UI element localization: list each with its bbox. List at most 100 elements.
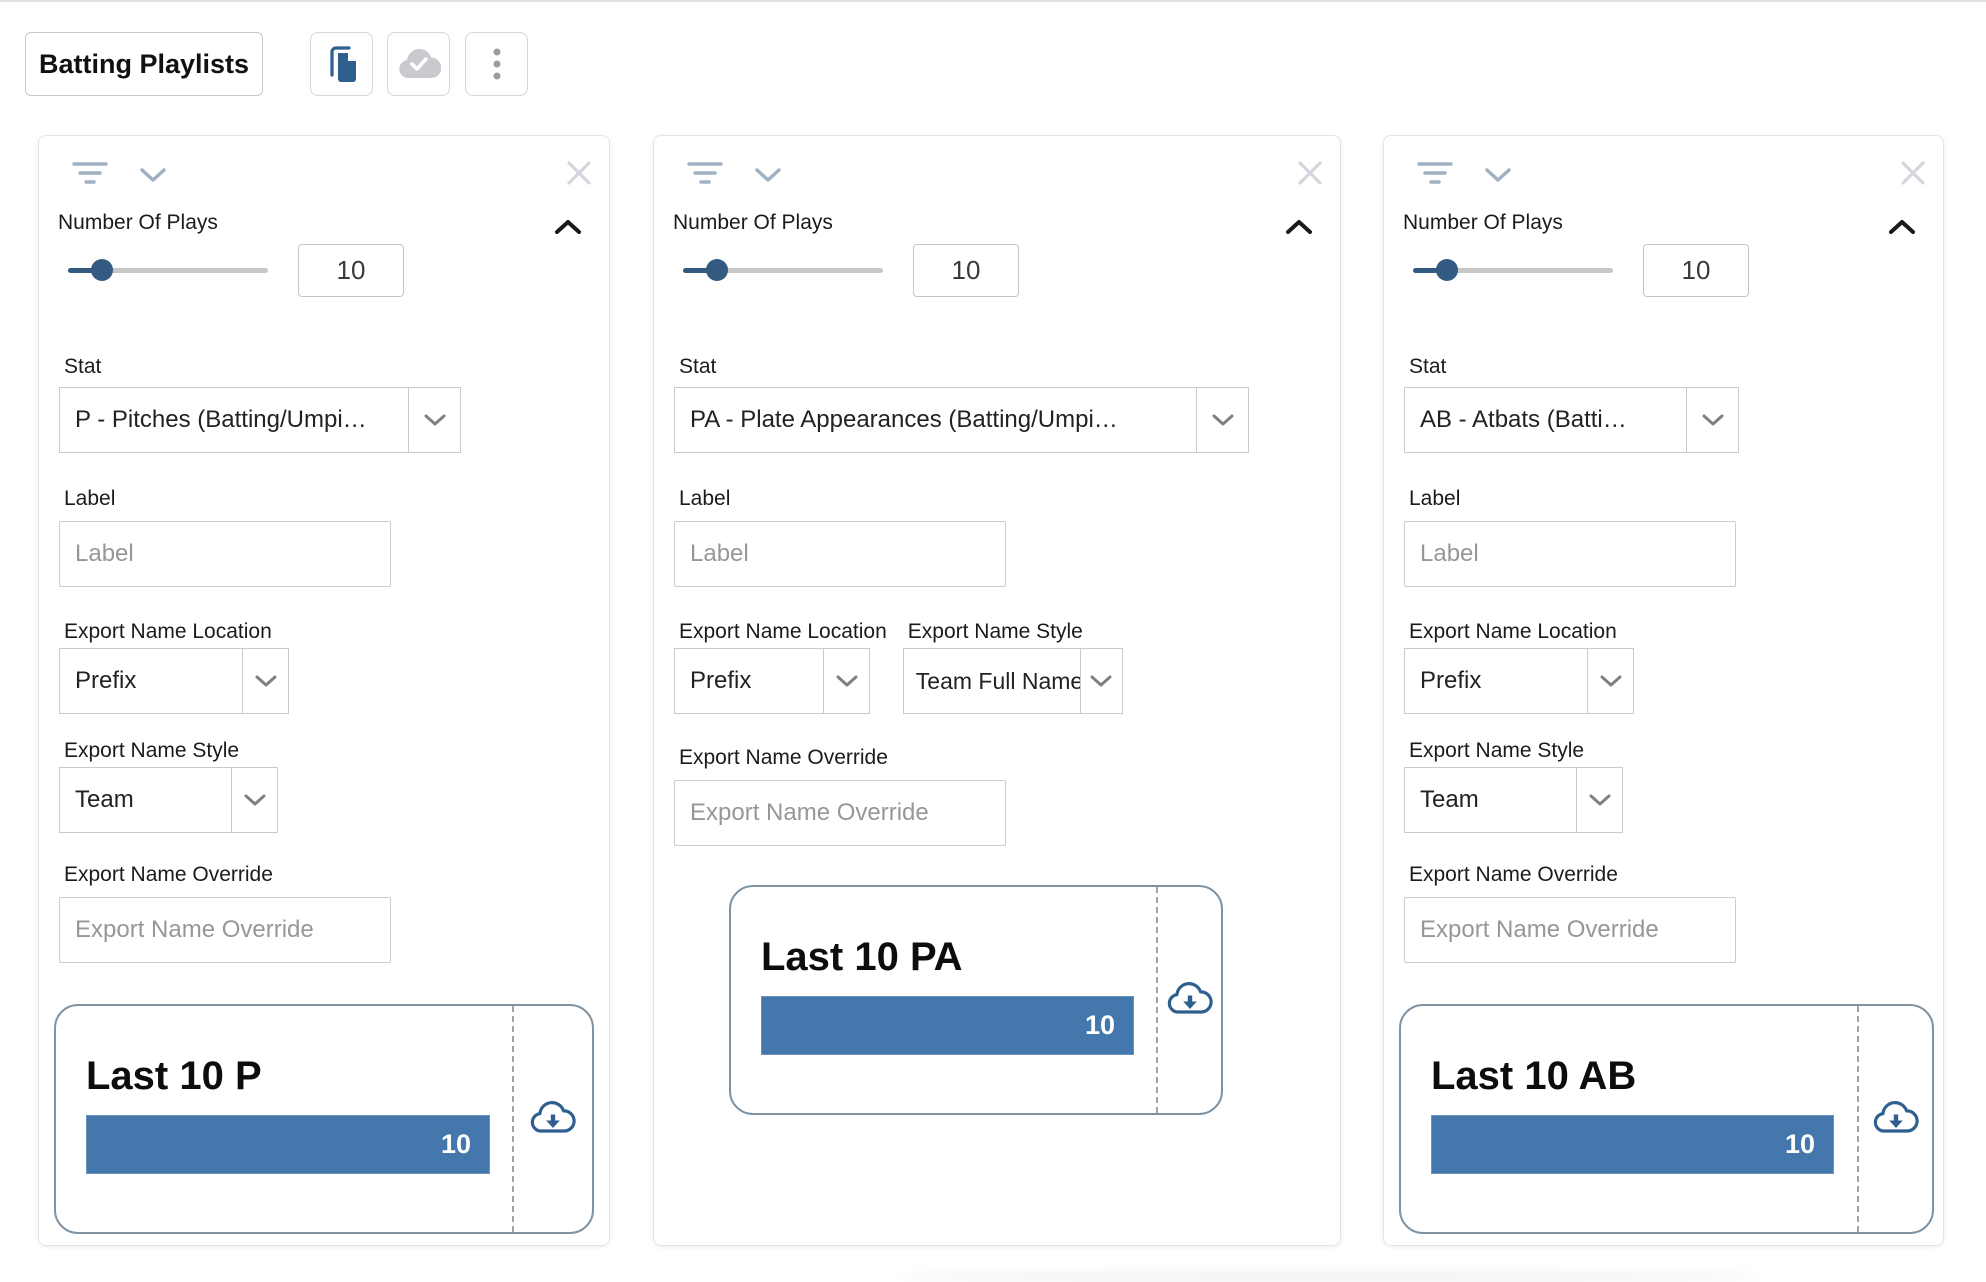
stat-select-chevron[interactable] — [1196, 388, 1248, 452]
preview-title: Last 10 AB — [1431, 1054, 1637, 1098]
export-name-style-value: Team — [1420, 786, 1479, 813]
stat-value: P - Pitches (Batting/Umpi… — [75, 406, 367, 433]
export-name-style-label: Export Name Style — [1409, 739, 1585, 762]
export-name-override-label: Export Name Override — [679, 746, 888, 769]
export-name-override-input[interactable] — [674, 780, 1006, 846]
card-3-header — [1384, 136, 1943, 187]
export-name-style-chevron[interactable] — [1576, 768, 1622, 832]
stat-select[interactable]: PA - Plate Appearances (Batting/Umpi… — [674, 387, 1249, 453]
export-name-location-value: Prefix — [1420, 667, 1482, 694]
preview-bar-value: 10 — [1084, 1010, 1115, 1040]
export-name-style-chevron[interactable] — [231, 768, 277, 832]
export-name-override-label: Export Name Override — [1409, 863, 1618, 886]
export-name-location-select[interactable]: Prefix — [674, 648, 870, 714]
playlist-preview: Last 10 PA 10 — [729, 885, 1223, 1115]
playlist-title: Batting Playlists — [38, 48, 250, 79]
export-name-location-label: Export Name Location — [1409, 620, 1617, 643]
label-input[interactable] — [1404, 521, 1736, 587]
slider-thumb[interactable] — [1436, 259, 1458, 281]
slider-thumb[interactable] — [706, 259, 728, 281]
more-options-button[interactable] — [465, 32, 528, 96]
export-name-style-value: Team — [75, 786, 134, 813]
preview-title: Last 10 P — [86, 1054, 262, 1098]
copy-icon — [324, 44, 360, 84]
filter-icon[interactable] — [72, 160, 108, 186]
stat-select-chevron[interactable] — [408, 388, 460, 452]
preview-bar-value: 10 — [440, 1129, 471, 1159]
preview-download-area[interactable] — [1156, 887, 1221, 1113]
chevron-down-icon[interactable] — [1485, 167, 1511, 183]
export-name-style-select[interactable]: Team — [1404, 767, 1623, 833]
export-name-style-chevron[interactable] — [1079, 649, 1122, 713]
number-of-plays-slider[interactable] — [1413, 259, 1613, 281]
stat-select[interactable]: AB - Atbats (Batti… — [1404, 387, 1739, 453]
label-label: Label — [1409, 487, 1461, 510]
number-of-plays-label: Number Of Plays — [58, 211, 218, 234]
export-name-override-input[interactable] — [1404, 897, 1736, 963]
number-of-plays-input[interactable]: 10 — [298, 244, 404, 297]
cloud-download-icon — [1166, 981, 1214, 1019]
number-of-plays-slider[interactable] — [68, 259, 268, 281]
export-name-override-input[interactable] — [59, 897, 391, 963]
preview-bar-value: 10 — [1784, 1129, 1815, 1159]
playlist-preview: Last 10 AB 10 — [1399, 1004, 1934, 1234]
export-name-style-label: Export Name Style — [907, 620, 1083, 643]
number-of-plays-slider[interactable] — [683, 259, 883, 281]
export-name-location-label: Export Name Location — [679, 620, 887, 643]
preview-download-area[interactable] — [1857, 1006, 1932, 1232]
below-fold-shadow — [900, 1272, 1760, 1282]
playlist-card-2: Number Of Plays 10 Stat PA - Plate Appea… — [653, 135, 1341, 1246]
label-input[interactable] — [674, 521, 1006, 587]
stat-select[interactable]: P - Pitches (Batting/Umpi… — [59, 387, 461, 453]
slider-thumb[interactable] — [91, 259, 113, 281]
preview-bar: 10 — [86, 1115, 490, 1174]
stat-value: AB - Atbats (Batti… — [1420, 406, 1627, 433]
preview-title: Last 10 PA — [761, 935, 963, 979]
toolbar: Batting Playlists — [25, 32, 528, 96]
chevron-up-icon[interactable] — [1889, 219, 1915, 235]
window-top-edge — [0, 0, 1986, 2]
playlist-preview: Last 10 P 10 — [54, 1004, 594, 1234]
export-name-location-select[interactable]: Prefix — [1404, 648, 1634, 714]
export-name-location-chevron[interactable] — [823, 649, 869, 713]
export-name-style-select[interactable]: Team — [59, 767, 278, 833]
stat-label: Stat — [679, 355, 717, 378]
filter-icon[interactable] — [687, 160, 723, 186]
export-name-override-label: Export Name Override — [64, 863, 273, 886]
stat-value: PA - Plate Appearances (Batting/Umpi… — [690, 406, 1118, 433]
export-name-location-label: Export Name Location — [64, 620, 272, 643]
preview-bar: 10 — [761, 996, 1134, 1055]
close-icon[interactable] — [1296, 159, 1324, 187]
chevron-down-icon[interactable] — [140, 167, 166, 183]
export-name-location-value: Prefix — [690, 667, 752, 694]
number-of-plays-input[interactable]: 10 — [913, 244, 1019, 297]
stat-label: Stat — [1409, 355, 1447, 378]
chevron-up-icon[interactable] — [1286, 219, 1312, 235]
number-of-plays-label: Number Of Plays — [1403, 211, 1563, 234]
label-input[interactable] — [59, 521, 391, 587]
close-icon[interactable] — [1899, 159, 1927, 187]
stat-select-chevron[interactable] — [1686, 388, 1738, 452]
export-name-location-chevron[interactable] — [1587, 649, 1633, 713]
filter-icon[interactable] — [1417, 160, 1453, 186]
card-1-header — [39, 136, 609, 187]
card-2-header — [654, 136, 1340, 187]
number-of-plays-label: Number Of Plays — [673, 211, 833, 234]
export-name-style-label: Export Name Style — [64, 739, 240, 762]
export-name-location-chevron[interactable] — [242, 649, 288, 713]
export-name-location-select[interactable]: Prefix — [59, 648, 289, 714]
chevron-down-icon[interactable] — [755, 167, 781, 183]
playlist-title-box[interactable]: Batting Playlists — [25, 32, 263, 96]
copy-button[interactable] — [310, 32, 373, 96]
export-name-style-select[interactable]: Team Full Name — [902, 648, 1123, 714]
label-label: Label — [64, 487, 116, 510]
number-of-plays-input[interactable]: 10 — [1643, 244, 1749, 297]
preview-download-area[interactable] — [512, 1006, 592, 1232]
playlist-card-3: Number Of Plays 10 Stat AB - Atbats (Bat… — [1383, 135, 1944, 1246]
export-name-location-value: Prefix — [75, 667, 137, 694]
export-name-style-value: Team Full Name — [915, 668, 1080, 694]
chevron-up-icon[interactable] — [555, 219, 581, 235]
close-icon[interactable] — [565, 159, 593, 187]
kebab-menu-icon — [492, 47, 502, 81]
sync-status-button[interactable] — [387, 32, 450, 96]
